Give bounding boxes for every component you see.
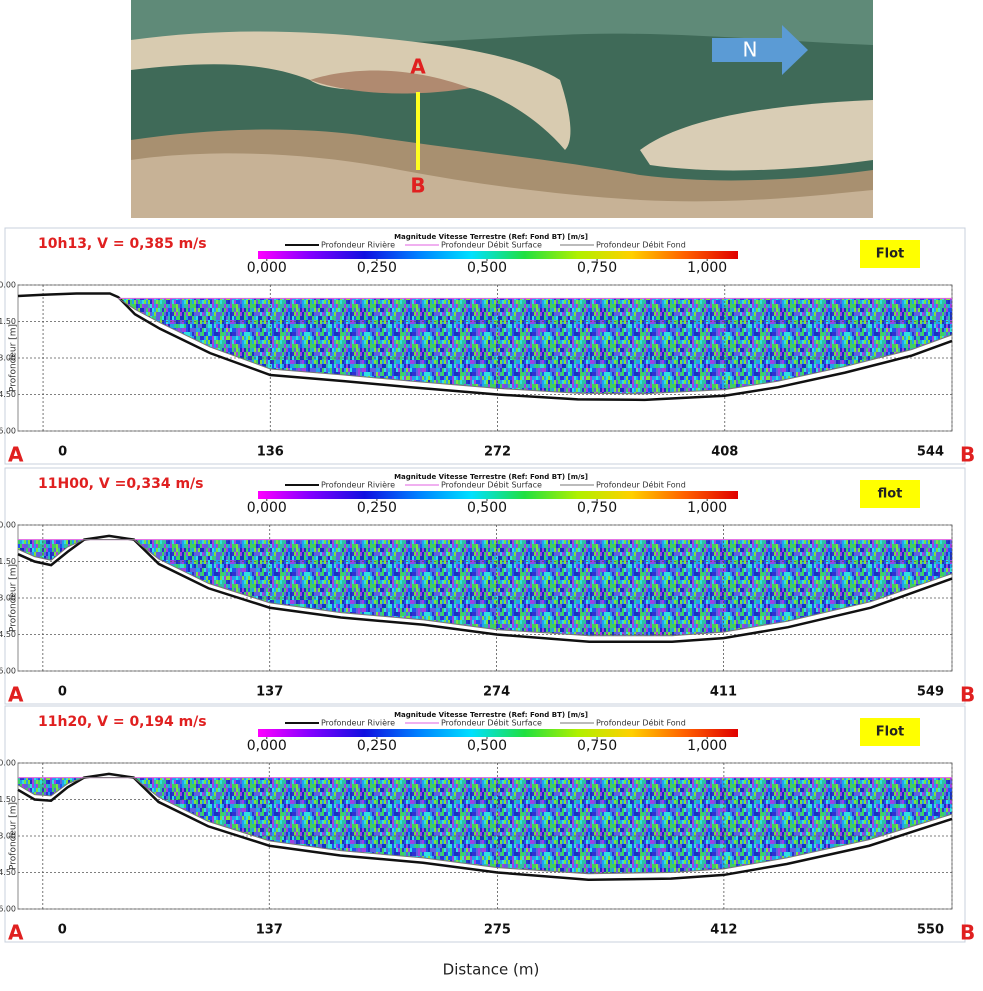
colorbar-title: Magnitude Vitesse Terrestre (Ref: Fond B… xyxy=(394,711,588,719)
x-tick-label: 550 xyxy=(917,923,944,938)
colorbar-tick-label: 0,000 xyxy=(247,260,287,276)
x-tick-label: 0 xyxy=(58,685,67,700)
badge-box xyxy=(860,480,920,508)
depth-line xyxy=(17,534,953,644)
y-tick-label: 3.00 xyxy=(0,354,16,363)
section-start: A xyxy=(8,683,24,707)
legend-label: Profondeur Rivière xyxy=(321,718,395,728)
legend-label: Profondeur Débit Surface xyxy=(441,240,542,250)
x-tick-label: 137 xyxy=(256,923,283,938)
colorbar-label-strip xyxy=(230,499,740,515)
x-tick-label: 136 xyxy=(257,445,284,460)
colorbar-tick-label: 0,250 xyxy=(357,500,397,516)
badge: flot xyxy=(878,487,903,502)
y-tick-label: 6.00 xyxy=(0,667,16,676)
colorbar-label-strip xyxy=(230,259,740,275)
y-tick-label: 1.50 xyxy=(0,317,16,326)
x-tick-label: 272 xyxy=(484,445,511,460)
panel-title: 10h13, V = 0,385 m/s xyxy=(38,236,207,252)
y-tick-label: 4.50 xyxy=(0,630,16,639)
badge-box xyxy=(860,240,920,268)
velocity-region xyxy=(18,539,952,636)
x-axis-label: Distance (m) xyxy=(443,961,540,979)
x-tick-label: 544 xyxy=(917,445,944,460)
x-tick-label: 549 xyxy=(917,685,944,700)
x-tick-label: 137 xyxy=(256,685,283,700)
y-tick-label: 1.50 xyxy=(0,795,16,804)
x-tick-label: 412 xyxy=(710,923,737,938)
panel-title: 11h20, V = 0,194 m/s xyxy=(38,714,207,730)
y-tick-label: 6.00 xyxy=(0,427,16,436)
x-tick-label: 0 xyxy=(58,445,67,460)
colorbar-tick-label: 0,750 xyxy=(577,500,617,516)
badge: Flot xyxy=(876,247,904,262)
y-tick-label: 1.50 xyxy=(0,557,16,566)
x-tick-label: 274 xyxy=(483,685,510,700)
colorbar-tick-label: 1,000 xyxy=(687,500,727,516)
legend-label: Profondeur Rivière xyxy=(321,240,395,250)
depth-line xyxy=(17,772,953,882)
x-tick-label: 411 xyxy=(710,685,737,700)
x-tick-label: 275 xyxy=(484,923,511,938)
section-end: B xyxy=(960,921,975,945)
colorbar-title: Magnitude Vitesse Terrestre (Ref: Fond B… xyxy=(394,473,588,481)
satellite-image xyxy=(131,0,873,218)
y-axis-label: Profondeur [m] xyxy=(9,802,19,870)
colorbar-label-strip xyxy=(230,737,740,753)
section-end: B xyxy=(960,443,975,467)
colorbar-tick-label: 0,500 xyxy=(467,738,507,754)
velocity-region xyxy=(18,777,952,874)
y-axis-label: Profondeur [m] xyxy=(9,324,19,392)
depth-line xyxy=(117,297,953,395)
depth-line xyxy=(17,777,953,875)
section-end-label: B xyxy=(410,174,425,198)
legend-label: Profondeur Débit Fond xyxy=(596,480,686,490)
y-tick-label: 6.00 xyxy=(0,905,16,914)
badge-box xyxy=(860,718,920,746)
colorbar xyxy=(258,491,738,499)
legend-label: Profondeur Débit Fond xyxy=(596,718,686,728)
velocity-region xyxy=(118,298,953,394)
colorbar-tick-label: 0,000 xyxy=(247,500,287,516)
legend-label: Profondeur Débit Surface xyxy=(441,718,542,728)
y-tick-label: 4.50 xyxy=(0,390,16,399)
x-tick-label: 408 xyxy=(711,445,738,460)
colorbar xyxy=(258,251,738,259)
colorbar-tick-label: 0,250 xyxy=(357,738,397,754)
colorbar-tick-label: 0,750 xyxy=(577,738,617,754)
y-tick-label: 3.00 xyxy=(0,594,16,603)
colorbar-tick-label: 1,000 xyxy=(687,738,727,754)
north-label: N xyxy=(743,38,758,62)
y-tick-label: 0.00 xyxy=(0,281,16,290)
x-tick-label: 0 xyxy=(58,923,67,938)
colorbar-tick-label: 0,750 xyxy=(577,260,617,276)
legend-label: Profondeur Débit Surface xyxy=(441,480,542,490)
section-start: A xyxy=(8,443,24,467)
colorbar-tick-label: 1,000 xyxy=(687,260,727,276)
panel-title: 11H00, V =0,334 m/s xyxy=(38,476,204,492)
colorbar-tick-label: 0,500 xyxy=(467,260,507,276)
legend-label: Profondeur Rivière xyxy=(321,480,395,490)
depth-line xyxy=(17,292,953,402)
y-tick-label: 3.00 xyxy=(0,832,16,841)
colorbar-tick-label: 0,250 xyxy=(357,260,397,276)
colorbar-tick-label: 0,500 xyxy=(467,500,507,516)
depth-line xyxy=(17,539,953,637)
section-start: A xyxy=(8,921,24,945)
y-tick-label: 0.00 xyxy=(0,759,16,768)
y-axis-label: Profondeur [m] xyxy=(9,564,19,632)
badge: Flot xyxy=(876,725,904,740)
section-start-label: A xyxy=(410,55,426,79)
section-end: B xyxy=(960,683,975,707)
colorbar-tick-label: 0,000 xyxy=(247,738,287,754)
colorbar-title: Magnitude Vitesse Terrestre (Ref: Fond B… xyxy=(394,233,588,241)
y-tick-label: 0.00 xyxy=(0,521,16,530)
legend-label: Profondeur Débit Fond xyxy=(596,240,686,250)
y-tick-label: 4.50 xyxy=(0,868,16,877)
colorbar xyxy=(258,729,738,737)
